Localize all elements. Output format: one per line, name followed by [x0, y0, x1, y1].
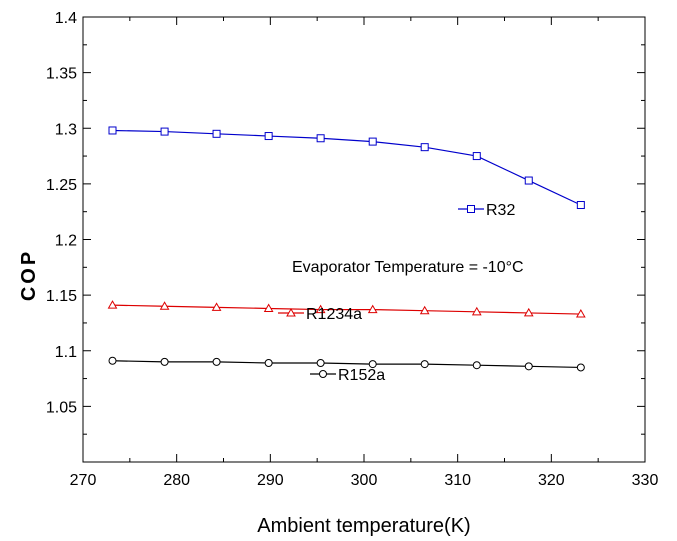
data-point [524, 176, 533, 185]
x-tick-label: 270 [70, 472, 97, 489]
legend-entry-r152a: R152a [310, 367, 385, 384]
y-tick-label: 1.25 [46, 177, 77, 194]
data-point [575, 309, 586, 318]
data-point [368, 360, 377, 369]
legend-marker [319, 370, 327, 378]
evaporator-annotation: Evaporator Temperature = -10°C [292, 259, 524, 276]
data-point [108, 356, 117, 365]
x-tick-label: 290 [257, 472, 284, 489]
data-point [419, 305, 430, 315]
y-tick-label: 1.15 [46, 288, 77, 305]
data-point [159, 301, 170, 310]
data-point [472, 152, 481, 161]
x-tick-label: 320 [538, 472, 565, 489]
legend-group: R32 R1234a R152a [278, 202, 515, 384]
data-point [264, 132, 273, 141]
x-tick-label: 300 [351, 472, 378, 489]
data-point [523, 307, 534, 317]
legend-marker [467, 205, 475, 213]
y-tick-label: 1.2 [55, 233, 77, 250]
legend-label: R32 [486, 202, 515, 219]
x-axis-title: Ambient temperature(K) [257, 515, 470, 537]
data-point [316, 358, 325, 367]
legend-marker [286, 307, 296, 317]
y-tick-label: 1.4 [55, 10, 77, 27]
data-point [576, 363, 585, 372]
series-r152a [108, 356, 585, 372]
series-line-r152a [112, 360, 581, 369]
x-tick-label: 330 [632, 472, 659, 489]
data-point [315, 304, 326, 314]
data-point [263, 303, 274, 312]
data-point [471, 306, 482, 316]
data-point [524, 362, 533, 371]
x-tick-label: 280 [163, 472, 190, 489]
data-point [367, 304, 378, 314]
data-point [212, 129, 221, 138]
series-group [107, 126, 586, 372]
y-tick-label: 1.1 [55, 344, 77, 361]
data-point [368, 137, 377, 146]
series-line-r1234a [112, 304, 581, 315]
series-r32 [108, 126, 585, 210]
legend-entry-r1234a: R1234a [278, 306, 362, 323]
series-line-r32 [112, 129, 582, 206]
data-point [420, 360, 429, 369]
y-axis-title: COP [18, 249, 40, 301]
data-point [108, 126, 117, 135]
data-point [160, 127, 169, 136]
axis-ticks: 270 280 290 300 310 320 330 1.05 1.1 1.15 1.2 1.25 1… [46, 10, 659, 489]
y-tick-label: 1.05 [46, 399, 77, 416]
y-tick-label: 1.35 [46, 66, 77, 83]
y-tick-label: 1.3 [55, 121, 77, 138]
data-point [212, 357, 221, 366]
data-point [211, 302, 222, 311]
legend-label: R1234a [306, 306, 362, 323]
data-point [264, 358, 273, 367]
x-tick-label: 310 [444, 472, 471, 489]
legend-label: R152a [338, 367, 385, 384]
data-point [160, 357, 169, 366]
data-point [420, 143, 429, 152]
data-point [576, 201, 585, 210]
series-r1234a [107, 300, 586, 318]
data-point [472, 361, 481, 370]
plot-frame [82, 16, 646, 463]
legend-entry-r32: R32 [458, 202, 515, 219]
data-point [316, 134, 325, 143]
data-point [107, 300, 118, 309]
